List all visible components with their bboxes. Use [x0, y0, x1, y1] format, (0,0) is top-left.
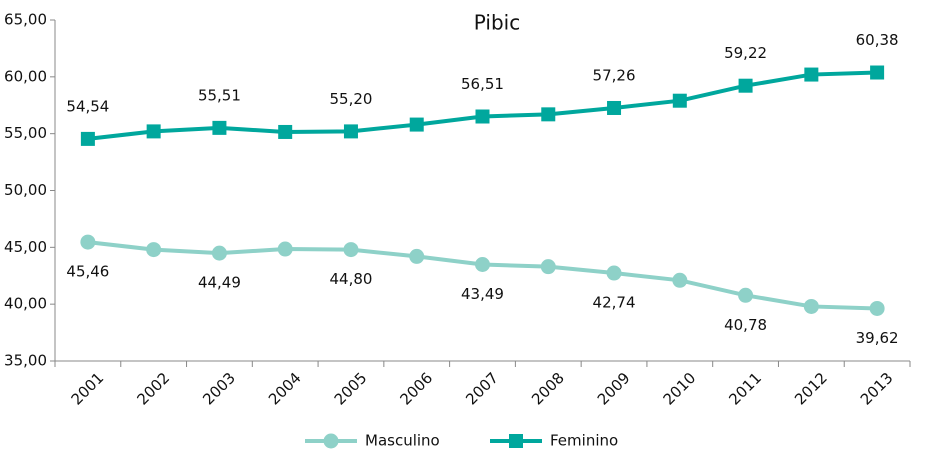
- y-tick-label: 50,00: [4, 181, 47, 199]
- data-point: [80, 131, 95, 146]
- data-point: [804, 67, 819, 82]
- data-point: [738, 287, 754, 303]
- data-label: 39,62: [856, 329, 899, 347]
- data-point: [803, 298, 819, 314]
- x-tick-label: 2012: [791, 369, 831, 409]
- data-label: 54,54: [66, 97, 109, 115]
- data-label: 43,49: [461, 285, 504, 303]
- y-tick-label: 35,00: [4, 352, 47, 370]
- data-point: [869, 300, 885, 316]
- x-tick-label: 2013: [857, 369, 897, 409]
- chart-title: Pibic: [474, 11, 520, 35]
- data-label: 45,46: [66, 263, 109, 281]
- data-label: 60,38: [856, 31, 899, 49]
- data-point: [607, 100, 622, 115]
- data-point: [540, 259, 556, 275]
- data-point: [211, 245, 227, 261]
- y-tick-label: 40,00: [4, 295, 47, 313]
- data-label: 40,78: [724, 316, 767, 334]
- x-tick-label: 2004: [265, 369, 305, 409]
- data-point: [409, 117, 424, 132]
- x-tick-label: 2011: [725, 369, 765, 409]
- data-point: [738, 78, 753, 93]
- data-point: [541, 107, 556, 122]
- data-point: [277, 241, 293, 257]
- data-point: [146, 242, 162, 258]
- data-point: [80, 234, 96, 250]
- data-point: [870, 65, 885, 80]
- data-label: 55,20: [329, 90, 372, 108]
- legend-label: Feminino: [550, 432, 618, 450]
- data-point: [146, 124, 161, 139]
- data-point: [343, 124, 358, 139]
- x-tick-label: 2002: [133, 369, 173, 409]
- x-tick-label: 2009: [594, 369, 634, 409]
- data-label: 55,51: [198, 86, 241, 104]
- y-tick-label: 55,00: [4, 124, 47, 142]
- data-label: 59,22: [724, 44, 767, 62]
- y-tick-label: 45,00: [4, 238, 47, 256]
- y-tick-label: 60,00: [4, 67, 47, 85]
- data-label: 44,49: [198, 274, 241, 292]
- data-point: [672, 272, 688, 288]
- x-tick-label: 2001: [68, 369, 108, 409]
- data-label: 42,74: [593, 294, 636, 312]
- data-point: [343, 242, 359, 258]
- y-tick-label: 65,00: [4, 11, 47, 29]
- data-point: [475, 109, 490, 124]
- data-point: [475, 256, 490, 272]
- x-tick-label: 2010: [660, 369, 700, 409]
- data-point: [606, 265, 622, 281]
- data-label: 56,51: [461, 75, 504, 93]
- x-tick-label: 2003: [199, 369, 239, 409]
- x-tick-label: 2005: [331, 369, 371, 409]
- x-tick-label: 2006: [397, 369, 437, 409]
- data-point: [409, 248, 425, 264]
- x-tick-label: 2008: [528, 369, 568, 409]
- legend-marker: [509, 434, 523, 448]
- x-tick-label: 2007: [462, 369, 502, 409]
- legend-marker: [323, 433, 339, 449]
- data-point: [278, 124, 293, 139]
- data-label: 44,80: [329, 270, 372, 288]
- legend-label: Masculino: [365, 432, 440, 450]
- data-point: [212, 120, 227, 135]
- data-label: 57,26: [593, 66, 636, 84]
- data-point: [672, 93, 687, 108]
